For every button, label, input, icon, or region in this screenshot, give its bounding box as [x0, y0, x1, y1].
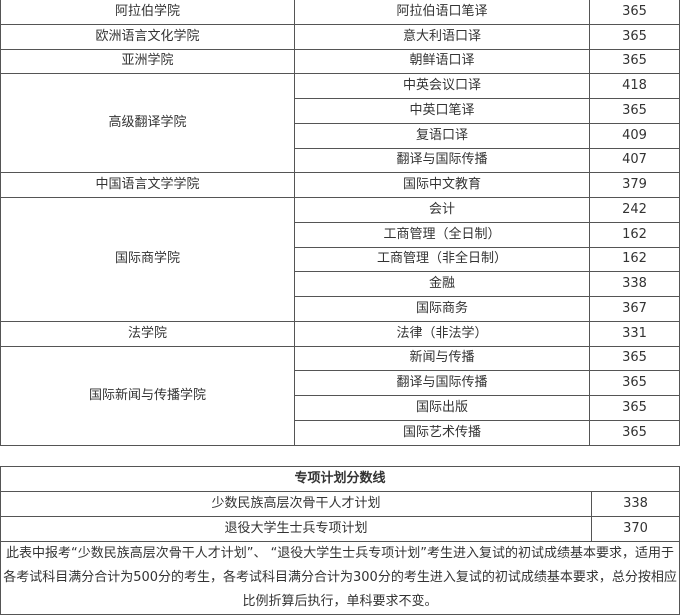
score: 162: [589, 246, 680, 273]
plan-score: 338: [590, 491, 681, 517]
special-plan-table: 专项计划分数线 少数民族高层次骨干人才计划 338 退役大学生士兵专项计划 370 …: [0, 466, 681, 615]
table-row: 国际商学院 会计 242: [0, 197, 680, 322]
major-name: 朝鲜语口译: [294, 48, 590, 75]
score: 365: [589, 48, 680, 75]
table-row: 国际艺术传播 365: [1, 419, 680, 446]
major-name: 中英会议口译: [294, 73, 590, 99]
major-name: 国际出版: [294, 395, 590, 421]
plan-name: 退役大学生士兵专项计划: [0, 516, 592, 542]
table-row: 中英口笔译 365: [1, 98, 680, 124]
score: 367: [589, 296, 680, 322]
table-row: 金融 338: [1, 271, 680, 297]
major-name: 国际中文教育: [294, 172, 590, 198]
major-name: 法律（非法学）: [294, 320, 590, 347]
table-row: 欧洲语言文化学院 意大利语口译 365: [0, 23, 680, 50]
table-row: 少数民族高层次骨干人才计划 338: [0, 491, 681, 517]
score: 407: [589, 147, 680, 174]
major-name: 工商管理（全日制）: [294, 221, 590, 248]
college-name: 法学院: [0, 320, 295, 347]
table-row: 工商管理（非全日制） 162: [1, 246, 680, 273]
college-name: 亚洲学院: [0, 48, 295, 75]
table-row: 法学院 法律（非法学） 331: [0, 320, 680, 347]
score: 418: [589, 73, 680, 99]
table-row: 阿拉伯学院 阿拉伯语口笔译 365: [0, 0, 680, 25]
special-plan-title: 专项计划分数线: [0, 466, 681, 492]
table-row: 国际商务 367: [1, 296, 680, 322]
score-table: 阿拉伯学院 阿拉伯语口笔译 365 欧洲语言文化学院 意大利语口译 365 亚洲学院 朝鲜语口…: [0, 0, 680, 446]
major-name: 国际商务: [294, 296, 590, 322]
college-name: 国际新闻与传播学院: [0, 345, 295, 446]
college-name: 阿拉伯学院: [0, 0, 295, 25]
table-row: 翻译与国际传播 365: [1, 370, 680, 396]
major-name: 复语口译: [294, 122, 590, 149]
score: 379: [589, 172, 680, 198]
score: 331: [589, 320, 680, 347]
score: 365: [589, 395, 680, 421]
score: 338: [589, 271, 680, 297]
score: 242: [589, 197, 680, 223]
major-name: 翻译与国际传播: [294, 147, 590, 174]
note-text: 此表中报考“少数民族高层次骨干人才计划”、 “退役大学生士兵专项计划”考生进入复…: [0, 541, 681, 615]
major-name: 金融: [294, 271, 590, 297]
college-name: 高级翻译学院: [0, 73, 295, 174]
table-row: 国际新闻与传播学院 新闻与传播 365: [0, 345, 680, 446]
major-name: 工商管理（非全日制）: [294, 246, 590, 273]
score: 365: [589, 345, 680, 372]
plan-score: 370: [590, 516, 681, 542]
score: 409: [589, 122, 680, 149]
table-row: 亚洲学院 朝鲜语口译 365: [0, 48, 680, 75]
major-name: 中英口笔译: [294, 98, 590, 124]
table-row: 国际出版 365: [1, 395, 680, 421]
major-name: 翻译与国际传播: [294, 370, 590, 396]
college-name: 国际商学院: [0, 197, 295, 322]
major-name: 阿拉伯语口笔译: [294, 0, 590, 25]
major-name: 国际艺术传播: [294, 419, 590, 446]
college-name: 欧洲语言文化学院: [0, 23, 295, 50]
table-row: 退役大学生士兵专项计划 370: [0, 516, 681, 542]
score: 162: [589, 221, 680, 248]
table-row: 高级翻译学院 中英会议口译 418: [0, 73, 680, 174]
score: 365: [589, 419, 680, 446]
score: 365: [589, 0, 680, 25]
score: 365: [589, 23, 680, 50]
score: 365: [589, 98, 680, 124]
major-name: 意大利语口译: [294, 23, 590, 50]
table-row: 中国语言文学学院 国际中文教育 379: [0, 172, 680, 198]
plan-name: 少数民族高层次骨干人才计划: [0, 491, 592, 517]
major-name: 新闻与传播: [294, 345, 590, 372]
table-row: 工商管理（全日制） 162: [1, 221, 680, 248]
score: 365: [589, 370, 680, 396]
college-name: 中国语言文学学院: [0, 172, 295, 198]
table-row: 翻译与国际传播 407: [1, 147, 680, 174]
major-name: 会计: [294, 197, 590, 223]
